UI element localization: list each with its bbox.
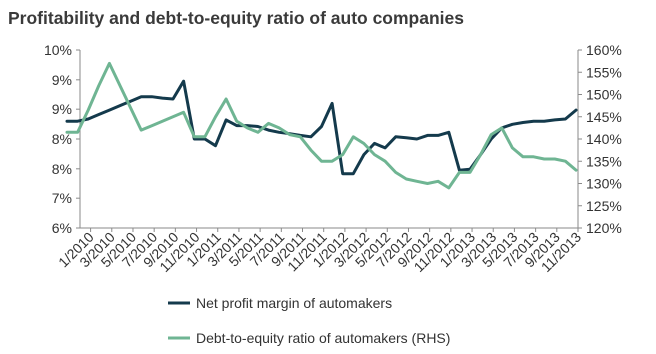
y-left-tick-label: 9% <box>52 72 72 88</box>
y-left-tick-label: 8% <box>52 161 72 177</box>
y-right-tick-label: 135% <box>586 153 622 169</box>
y-right-tick-label: 130% <box>586 176 622 192</box>
y-left-tick-label: 7% <box>52 190 72 206</box>
y-right-tick-label: 120% <box>586 220 622 236</box>
chart-title: Profitability and debt-to-equity ratio o… <box>8 8 464 28</box>
y-right-tick-label: 160% <box>586 42 622 58</box>
y-left-tick-label: 10% <box>44 42 72 58</box>
plot-area: 6% 7% 8% 8% 9% 9% 10% 120% 125% 130% 135% 140% 145% 1… <box>44 42 622 275</box>
y-right-tick-label: 140% <box>586 131 622 147</box>
y-left-tick-label: 6% <box>52 220 72 236</box>
series-line-debt-to-equity <box>65 61 578 190</box>
series-line-net-profit-margin <box>65 79 578 176</box>
legend-label-debt-to-equity: Debt-to-equity ratio of automakers (RHS) <box>196 330 450 346</box>
y-right-tick-label: 145% <box>586 109 622 125</box>
y-left-tick-label: 9% <box>52 101 72 117</box>
legend-label-net-profit: Net profit margin of automakers <box>196 295 392 311</box>
y-right-tick-label: 150% <box>586 87 622 103</box>
y-right-tick-label: 155% <box>586 64 622 80</box>
y-left-tick-label: 8% <box>52 131 72 147</box>
legend: Net profit margin of automakers Debt-to-… <box>168 295 450 346</box>
y-right-tick-label: 125% <box>586 198 622 214</box>
